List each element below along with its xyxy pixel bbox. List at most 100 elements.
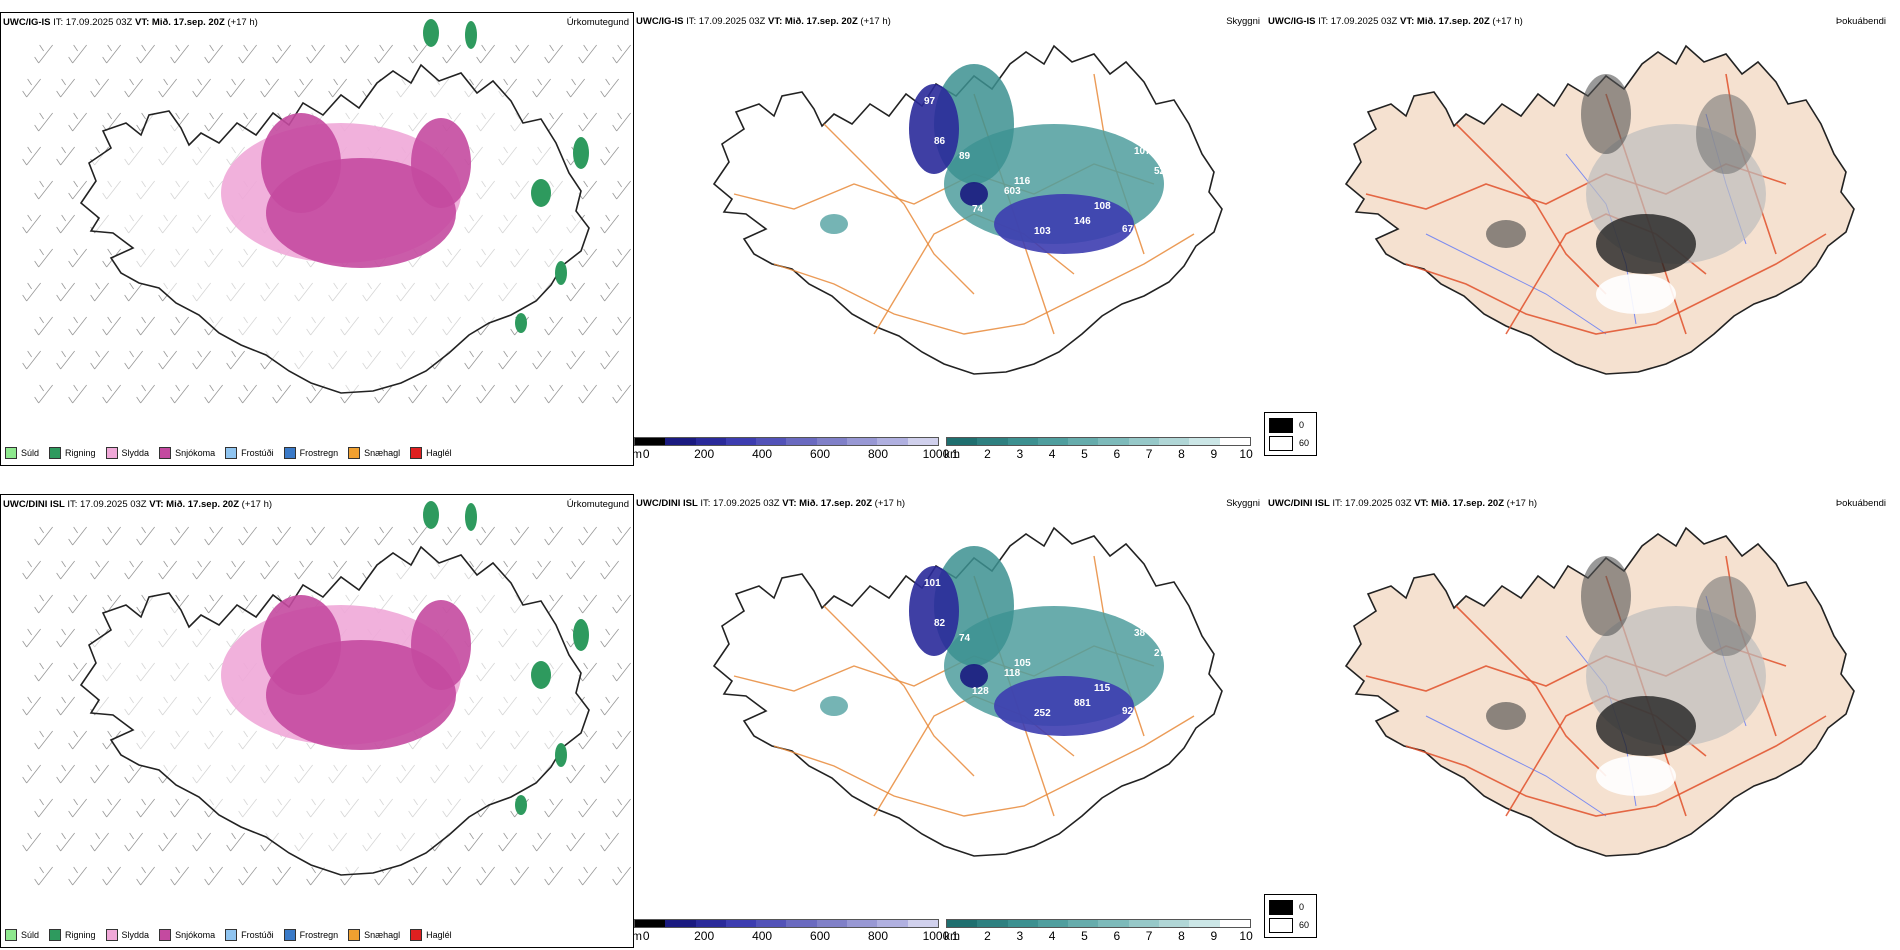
legend-swatch	[225, 929, 238, 941]
fog-area	[1581, 74, 1631, 154]
fog-scale: 0 60	[1264, 894, 1317, 938]
snow-area	[261, 113, 341, 213]
snow-area	[411, 600, 471, 690]
wind-barb	[464, 350, 483, 370]
scale-color	[947, 438, 978, 445]
wind-barb	[124, 560, 143, 580]
ceiling-value-label: 38	[1134, 628, 1146, 639]
wind-barb	[612, 594, 631, 614]
scale-tick: 800	[867, 447, 889, 461]
legend-label: Rigning	[65, 448, 96, 458]
snow-area	[411, 118, 471, 208]
scale-color	[786, 920, 817, 927]
legend-swatch	[5, 447, 17, 459]
wind-barb	[612, 730, 631, 750]
wind-barb	[204, 384, 223, 404]
scale-tick: 10	[1239, 447, 1253, 461]
wind-barb	[68, 384, 87, 404]
rain-cell	[555, 743, 567, 767]
wind-barb	[192, 78, 211, 98]
wind-barb	[22, 764, 41, 784]
wind-barb	[408, 526, 427, 546]
rain-cell	[515, 313, 527, 333]
wind-barb	[612, 248, 631, 268]
fog-clear-area	[1596, 274, 1676, 314]
scale-tick: 5	[1081, 929, 1088, 943]
wind-barb	[442, 44, 461, 64]
scale-tick: 9	[1210, 929, 1218, 943]
legend-swatch	[410, 929, 423, 941]
fog-area	[1486, 220, 1526, 248]
wind-barb	[600, 350, 619, 370]
scale-color	[665, 920, 696, 927]
legend-item: Snæhagl	[348, 447, 400, 459]
fog-area	[1696, 576, 1756, 656]
scale-color	[1159, 438, 1190, 445]
wind-barb	[578, 180, 597, 200]
wind-barb	[34, 316, 53, 336]
legend-label: Frostregn	[299, 930, 339, 940]
wind-barb	[578, 866, 597, 886]
rain-cell	[465, 21, 477, 49]
wind-barb	[68, 866, 87, 886]
ceiling-value-label: 163	[1104, 106, 1121, 117]
wind-barb	[34, 798, 53, 818]
legend-item: Frostúði	[225, 447, 274, 459]
wind-barb	[22, 214, 41, 234]
ceiling-area	[909, 566, 959, 656]
scale-color	[847, 438, 878, 445]
fog-scale-row: 60	[1269, 434, 1312, 452]
ceiling-value-label: 116	[1014, 176, 1031, 187]
wind-barb	[22, 282, 41, 302]
wind-barb	[136, 384, 155, 404]
fog-area-dense	[1596, 214, 1696, 274]
scale-color	[1128, 438, 1160, 445]
wind-barb	[22, 628, 41, 648]
scale-tick: 200	[694, 447, 715, 461]
ceiling-value-label: 252	[1034, 708, 1051, 719]
fog-scale-swatch	[1269, 435, 1293, 451]
wind-barb	[204, 44, 223, 64]
wind-barb	[34, 730, 53, 750]
wind-barb	[612, 112, 631, 132]
wind-barb	[306, 44, 325, 64]
ceiling-value-label: 118	[1004, 668, 1021, 679]
scale-color	[907, 920, 938, 927]
wind-barb	[68, 316, 87, 336]
wind-barb	[68, 730, 87, 750]
wind-barb	[90, 282, 109, 302]
wind-barb	[544, 866, 563, 886]
wind-barb	[476, 526, 495, 546]
scale-color	[1219, 438, 1250, 445]
wind-barb	[328, 78, 347, 98]
wind-barb	[600, 282, 619, 302]
legend-label: Haglél	[426, 930, 452, 940]
panel-header: UWC/IG-IS IT: 17.09.2025 03Z VT: Mið. 17…	[1268, 16, 1523, 27]
fog-scale-swatch	[1269, 417, 1293, 433]
wind-barb	[68, 44, 87, 64]
road-line	[823, 605, 975, 777]
ceiling-value-label: 63	[1084, 748, 1096, 759]
wind-barb	[272, 384, 291, 404]
wind-barb	[238, 44, 257, 64]
wind-barb	[442, 866, 461, 886]
wind-barb	[192, 350, 211, 370]
wind-barb	[56, 350, 75, 370]
ceiling-value-label: 21	[1174, 673, 1186, 684]
wind-barb	[600, 628, 619, 648]
ceiling-area	[960, 182, 988, 206]
scale-tick: 7	[1145, 929, 1153, 943]
wind-barb	[158, 350, 177, 370]
scale-color	[907, 438, 938, 445]
wind-barb	[600, 696, 619, 716]
ceiling-value-label: 97	[924, 96, 936, 107]
legend-swatch	[225, 447, 238, 459]
legend-item: Snæhagl	[348, 929, 400, 941]
scale-color	[1159, 920, 1190, 927]
wind-barb	[204, 594, 223, 614]
visibility-scale: km 1 2 3 4 5 6 7 8 9 10	[944, 919, 1253, 943]
wind-barb	[578, 730, 597, 750]
wind-barb	[566, 832, 585, 852]
scale-color	[725, 438, 757, 445]
legend-label: Frostúði	[241, 930, 274, 940]
